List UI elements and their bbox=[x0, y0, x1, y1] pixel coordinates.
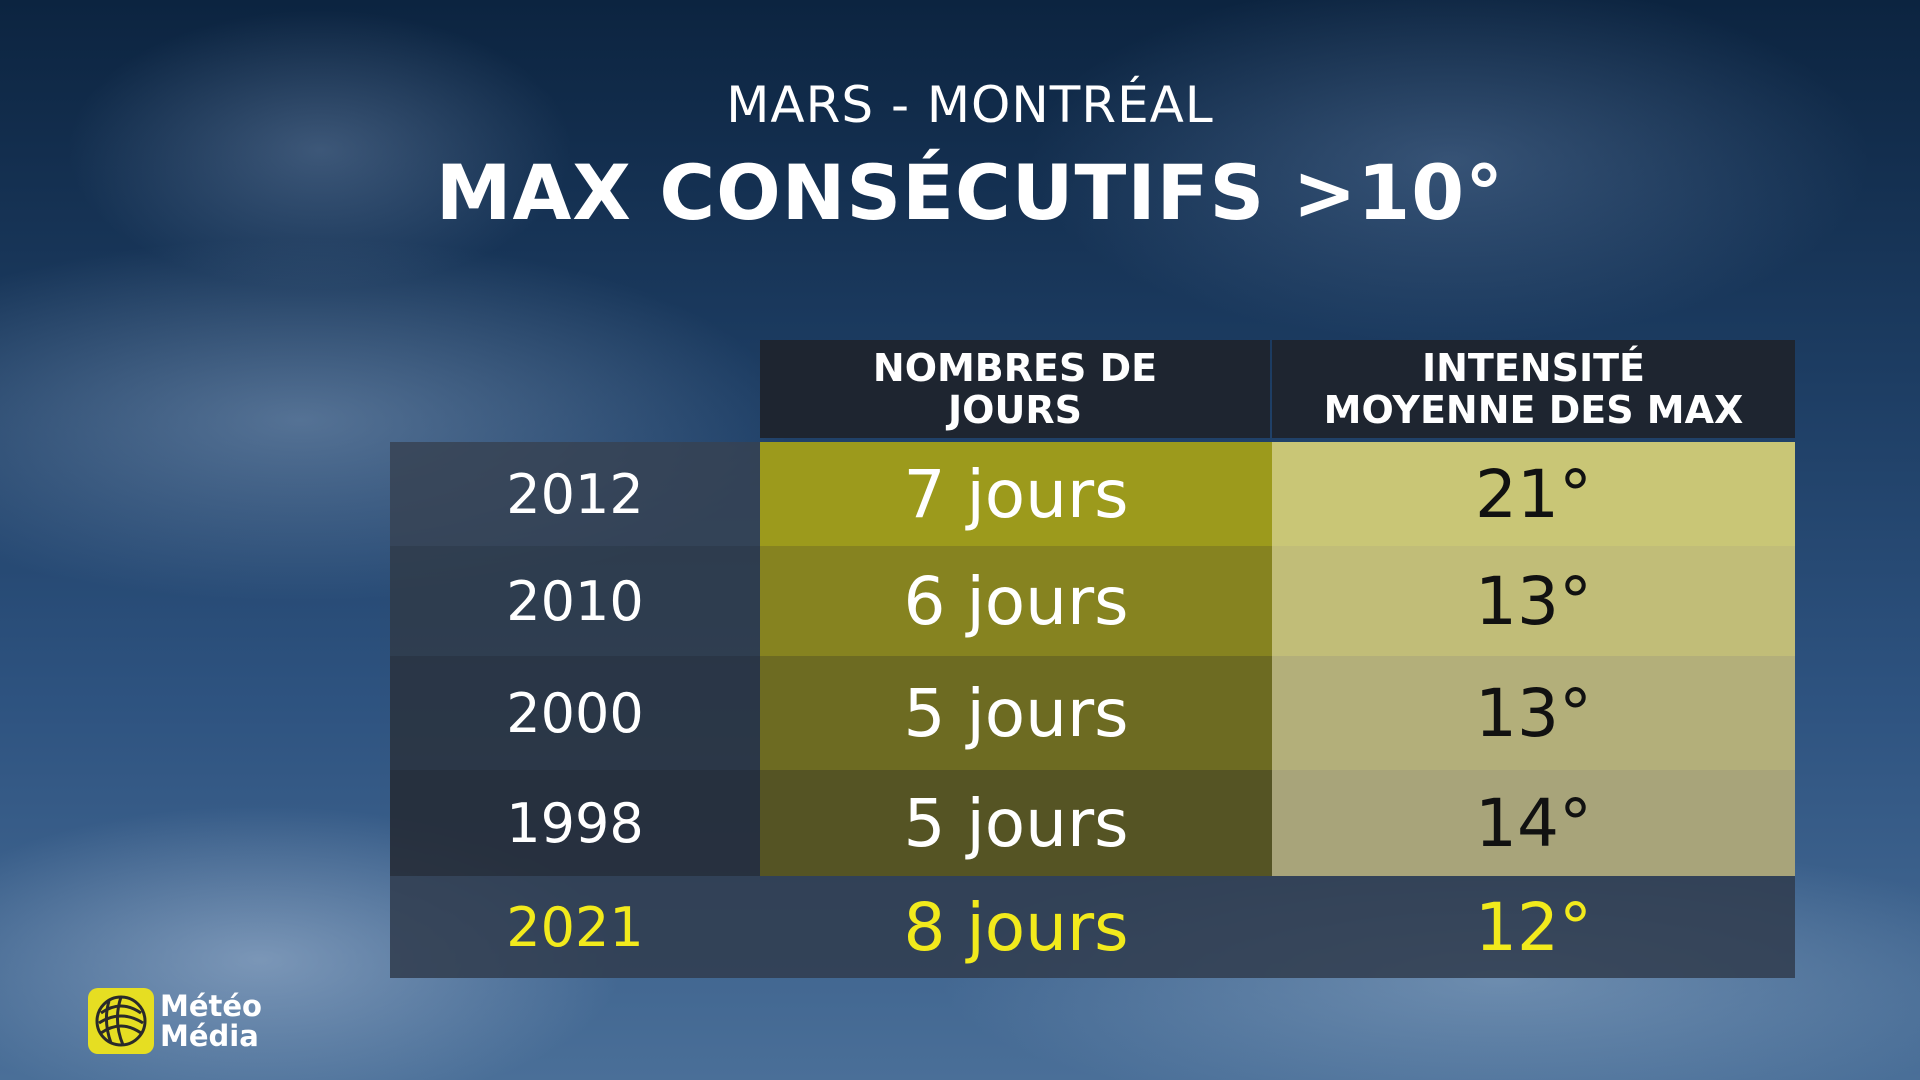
column-header-intensity-line2: MOYENNE DES MAX bbox=[1323, 388, 1744, 432]
table-row: 2012 7 jours 21° bbox=[390, 442, 1795, 546]
year-cell: 1998 bbox=[390, 770, 760, 876]
days-cell: 6 jours bbox=[760, 546, 1272, 656]
page-title: MAX CONSÉCUTIFS >10° bbox=[435, 148, 1505, 237]
table-row: 1998 5 jours 14° bbox=[390, 770, 1795, 876]
days-cell: 7 jours bbox=[760, 442, 1272, 546]
meteomedia-logo: Météo Média bbox=[88, 988, 262, 1054]
year-cell: 2000 bbox=[390, 656, 760, 770]
intensity-cell: 12° bbox=[1475, 888, 1592, 966]
days-cell: 5 jours bbox=[760, 770, 1272, 876]
logo-line2: Média bbox=[160, 1019, 259, 1053]
year-cell: 2010 bbox=[390, 546, 760, 656]
column-header-days-line2: JOURS bbox=[948, 388, 1082, 432]
column-header-days: NOMBRES DE JOURS bbox=[760, 340, 1270, 438]
column-header-intensity-line1: INTENSITÉ bbox=[1421, 346, 1645, 390]
intensity-cell: 13° bbox=[1272, 656, 1795, 770]
intensity-cell: 13° bbox=[1272, 546, 1795, 656]
intensity-cell: 14° bbox=[1272, 770, 1795, 876]
intensity-cell: 21° bbox=[1272, 442, 1795, 546]
days-cell: 8 jours bbox=[903, 888, 1129, 966]
table-row: 2010 6 jours 13° bbox=[390, 546, 1795, 656]
subtitle: MARS - MONTRÉAL bbox=[726, 76, 1214, 134]
table-row: 2000 5 jours 13° bbox=[390, 656, 1795, 770]
column-header-days-line1: NOMBRES DE bbox=[872, 346, 1158, 390]
logo-text: Météo Média bbox=[160, 991, 262, 1051]
column-header-intensity: INTENSITÉ MOYENNE DES MAX bbox=[1272, 340, 1795, 438]
year-cell: 2021 bbox=[506, 895, 644, 959]
logo-line1: Météo bbox=[160, 989, 262, 1023]
days-cell: 5 jours bbox=[760, 656, 1272, 770]
globe-icon bbox=[88, 988, 154, 1054]
year-cell: 2012 bbox=[390, 442, 760, 546]
table-row-highlight: 2021 8 jours 12° bbox=[390, 876, 1795, 978]
